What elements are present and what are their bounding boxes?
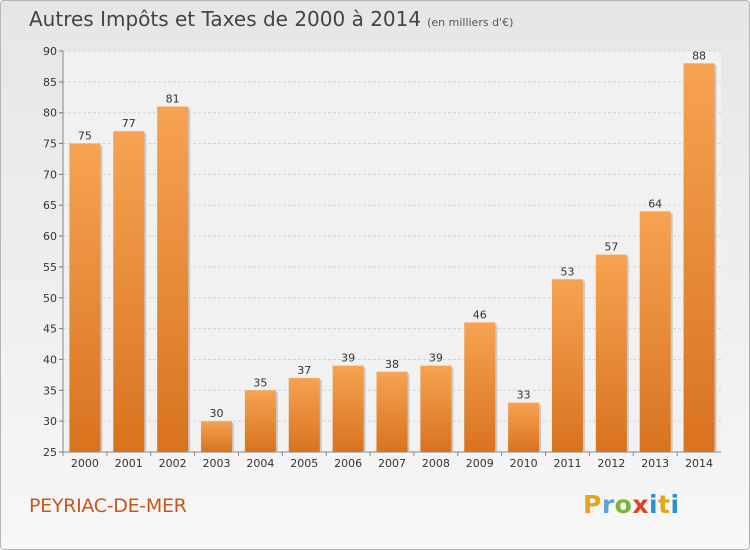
x-tick-label-2013: 2013	[641, 457, 669, 470]
logo-letter: o	[614, 490, 633, 519]
y-tick-label: 25	[43, 446, 57, 459]
y-tick-label: 90	[43, 45, 57, 58]
data-label-2008: 39	[429, 352, 443, 365]
data-label-2001: 77	[122, 117, 136, 130]
bar-2010	[508, 402, 540, 452]
y-tick-label: 40	[43, 353, 57, 366]
bar-2014	[683, 63, 715, 452]
y-tick-label: 30	[43, 415, 57, 428]
y-tick-label: 45	[43, 323, 57, 336]
y-tick-label: 65	[43, 199, 57, 212]
logo-letter: i	[670, 490, 680, 519]
bars	[69, 63, 717, 453]
x-tick-label-2004: 2004	[246, 457, 274, 470]
y-tick-label: 85	[43, 76, 57, 89]
x-tick-label-2007: 2007	[378, 457, 406, 470]
data-label-2009: 46	[473, 308, 487, 321]
y-tick-label: 35	[43, 384, 57, 397]
x-tick-label-2014: 2014	[685, 457, 713, 470]
logo-letter: i	[649, 490, 659, 519]
y-tick-label: 80	[43, 107, 57, 120]
y-tick-label: 70	[43, 168, 57, 181]
data-label-2005: 37	[297, 364, 311, 377]
chart-title: Autres Impôts et Taxes de 2000 à 2014 (en…	[29, 7, 513, 31]
y-tick-label: 50	[43, 292, 57, 305]
bar-2003	[201, 421, 233, 452]
x-tick-label-2002: 2002	[159, 457, 187, 470]
data-label-2002: 81	[166, 93, 180, 106]
x-tick-label-2003: 2003	[203, 457, 231, 470]
bar-2005	[288, 377, 320, 452]
x-tick-label-2000: 2000	[71, 457, 99, 470]
bar-2004	[244, 390, 276, 452]
y-tick-label: 55	[43, 261, 57, 274]
logo-letter: r	[601, 490, 615, 519]
logo-letter: P	[583, 490, 602, 519]
x-tick-label-2009: 2009	[466, 457, 494, 470]
data-label-2012: 57	[604, 241, 618, 254]
x-tick-label-2006: 2006	[334, 457, 362, 470]
title-unit: (en milliers d'€)	[427, 16, 514, 29]
x-tick-label-2012: 2012	[597, 457, 625, 470]
bar-2007	[376, 371, 408, 452]
data-label-2011: 53	[560, 265, 574, 278]
bar-2002	[157, 106, 189, 453]
proxiti-logo: Proxiti	[583, 490, 680, 519]
data-label-2014: 88	[692, 49, 706, 62]
bar-2009	[464, 322, 496, 452]
data-label-2010: 33	[517, 389, 531, 402]
bar-2012	[595, 254, 627, 452]
bar-2011	[551, 279, 583, 452]
data-label-2004: 35	[253, 376, 267, 389]
bar-2001	[113, 131, 145, 452]
x-tick-label-2008: 2008	[422, 457, 450, 470]
y-tick-label: 60	[43, 230, 57, 243]
x-tick-label-2010: 2010	[510, 457, 538, 470]
logo-letter: x	[632, 490, 649, 519]
data-label-2006: 39	[341, 352, 355, 365]
x-tick-label-2001: 2001	[115, 457, 143, 470]
data-label-2007: 38	[385, 358, 399, 371]
bar-2013	[639, 211, 671, 452]
data-label-2003: 30	[210, 407, 224, 420]
title-text: Autres Impôts et Taxes de 2000 à 2014	[29, 7, 422, 31]
data-label-2013: 64	[648, 197, 662, 210]
x-tick-label-2005: 2005	[290, 457, 318, 470]
labels: 25 30 35 40 45 50 55 60 65 70 75 80 85 90 75 2000 77 2001…	[43, 45, 713, 470]
y-tick-label: 75	[43, 138, 57, 151]
data-label-2000: 75	[78, 130, 92, 143]
bar-2000	[69, 143, 101, 453]
x-tick-label-2011: 2011	[553, 457, 581, 470]
bar-2006	[332, 365, 364, 452]
bar-2008	[420, 365, 452, 452]
logo-letter: t	[658, 490, 671, 519]
commune-name: PEYRIAC-DE-MER	[29, 495, 187, 517]
